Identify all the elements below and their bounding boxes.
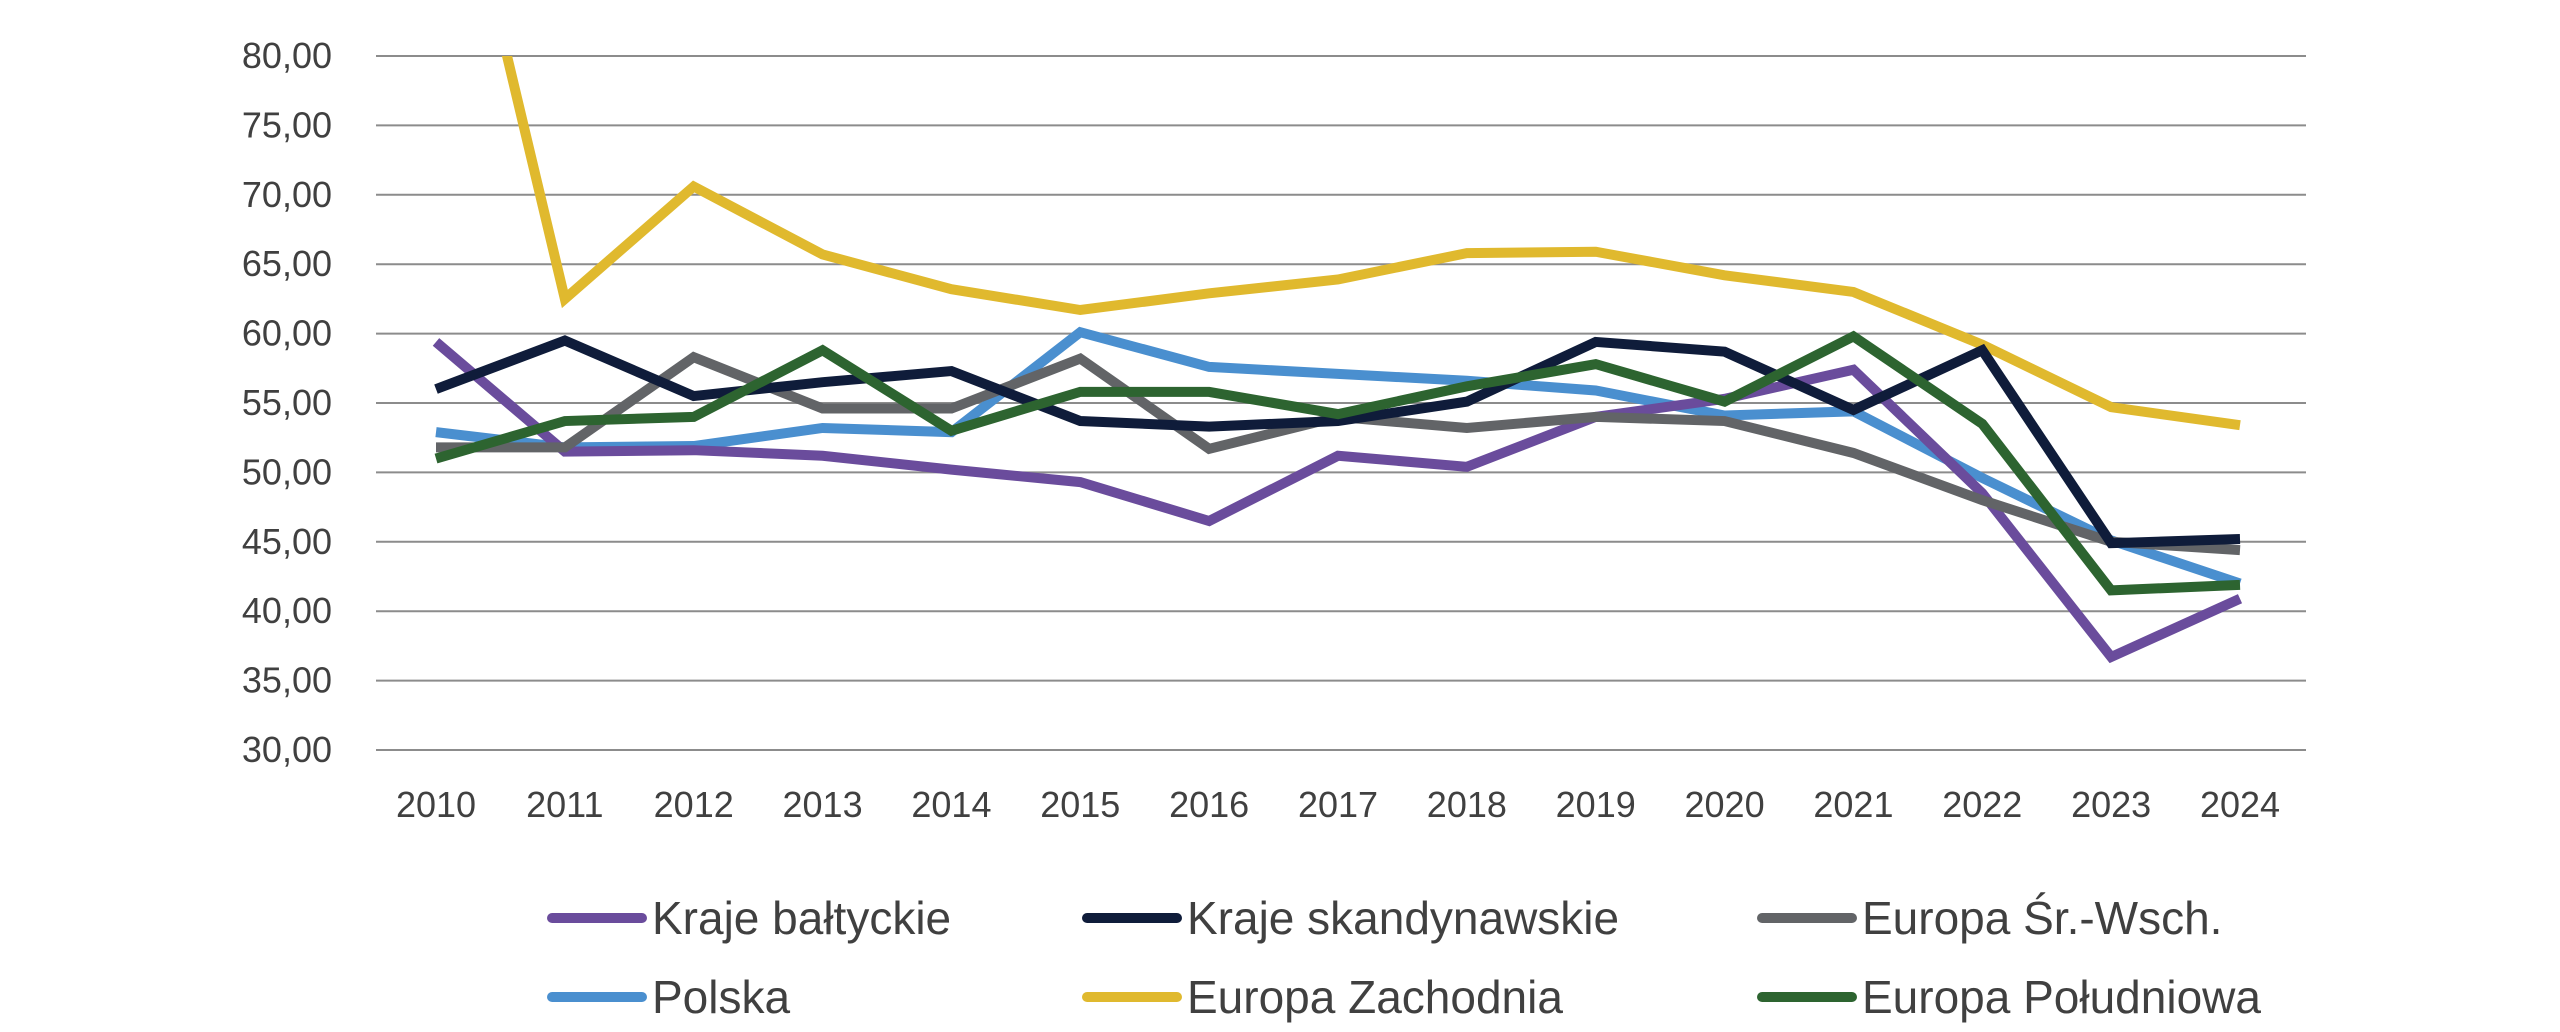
x-tick-label: 2024 bbox=[2200, 784, 2280, 825]
legend-label: Europa Południowa bbox=[1862, 971, 2261, 1023]
x-tick-label: 2020 bbox=[1685, 784, 1765, 825]
y-tick-label: 45,00 bbox=[242, 521, 332, 562]
x-tick-label: 2018 bbox=[1427, 784, 1507, 825]
x-tick-label: 2019 bbox=[1556, 784, 1636, 825]
x-tick-label: 2014 bbox=[911, 784, 991, 825]
y-tick-label: 65,00 bbox=[242, 243, 332, 284]
legend-label: Polska bbox=[652, 971, 790, 1023]
x-tick-label: 2012 bbox=[654, 784, 734, 825]
y-tick-label: 70,00 bbox=[242, 174, 332, 215]
y-axis-ticks: 30,00 35,00 40,00 45,00 50,00 55,00 60,00 65,00… bbox=[242, 35, 332, 770]
y-tick-label: 30,00 bbox=[242, 729, 332, 770]
y-tick-label: 50,00 bbox=[242, 451, 332, 492]
series-line-europa-południowa bbox=[434, 330, 2241, 596]
legend-label: Kraje skandynawskie bbox=[1187, 892, 1619, 944]
x-tick-label: 2011 bbox=[526, 784, 603, 825]
legend: Kraje bałtyckie Kraje skandynawskie Europa… bbox=[547, 892, 2261, 1023]
x-tick-label: 2010 bbox=[396, 784, 476, 825]
legend-label: Europa Zachodnia bbox=[1187, 971, 1563, 1023]
gridlines bbox=[376, 55, 2306, 751]
x-tick-label: 2015 bbox=[1040, 784, 1120, 825]
x-tick-label: 2017 bbox=[1298, 784, 1378, 825]
x-tick-label: 2023 bbox=[2071, 784, 2151, 825]
x-tick-label: 2021 bbox=[1813, 784, 1893, 825]
legend-label: Europa Śr.-Wsch. bbox=[1862, 892, 2222, 944]
y-tick-label: 35,00 bbox=[242, 660, 332, 701]
x-tick-label: 2022 bbox=[1942, 784, 2022, 825]
series-lines bbox=[432, 56, 2243, 664]
x-tick-label: 2016 bbox=[1169, 784, 1249, 825]
x-tick-label: 2013 bbox=[783, 784, 863, 825]
legend-label: Kraje bałtyckie bbox=[652, 892, 951, 944]
series-line-europa-zachodnia bbox=[501, 56, 2241, 431]
y-tick-label: 80,00 bbox=[242, 35, 332, 76]
y-tick-label: 75,00 bbox=[242, 104, 332, 145]
series-line-kraje-bałtyckie bbox=[432, 338, 2243, 664]
y-tick-label: 40,00 bbox=[242, 590, 332, 631]
y-tick-label: 55,00 bbox=[242, 382, 332, 423]
y-tick-label: 60,00 bbox=[242, 313, 332, 354]
x-axis-ticks: 2010 2011 2012 2013 2014 2015 2016 2017 2018 2019… bbox=[396, 784, 2280, 825]
